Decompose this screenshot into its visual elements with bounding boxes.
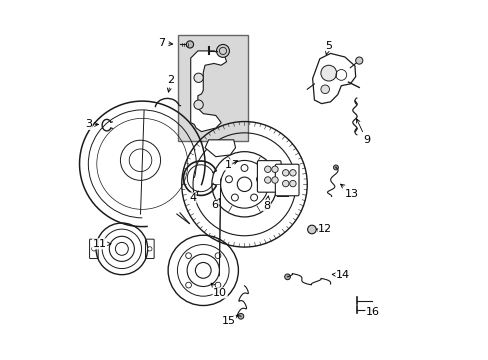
Text: 1: 1 [224, 160, 237, 170]
Circle shape [289, 180, 296, 187]
Text: 13: 13 [340, 184, 358, 199]
Circle shape [194, 100, 203, 109]
Text: 5: 5 [325, 41, 331, 54]
Text: 15: 15 [221, 315, 238, 325]
Polygon shape [312, 53, 355, 104]
Circle shape [282, 180, 288, 187]
Circle shape [241, 165, 247, 171]
Polygon shape [190, 51, 226, 132]
FancyBboxPatch shape [275, 164, 298, 196]
Circle shape [215, 282, 221, 288]
Text: 11: 11 [92, 239, 111, 249]
Circle shape [185, 253, 191, 258]
Circle shape [264, 177, 270, 183]
Circle shape [271, 177, 278, 183]
Circle shape [225, 176, 232, 183]
Circle shape [333, 165, 338, 170]
Circle shape [147, 247, 152, 251]
Circle shape [92, 247, 96, 251]
FancyBboxPatch shape [257, 161, 281, 192]
Circle shape [238, 314, 244, 319]
Circle shape [264, 166, 270, 172]
Circle shape [320, 65, 336, 81]
Circle shape [215, 253, 221, 258]
Circle shape [289, 170, 296, 176]
Text: 10: 10 [211, 283, 226, 298]
Polygon shape [204, 140, 235, 157]
Text: 12: 12 [316, 224, 331, 234]
Circle shape [194, 73, 203, 82]
Circle shape [282, 170, 288, 176]
Circle shape [216, 44, 229, 57]
Text: 8: 8 [263, 196, 270, 211]
Text: 2: 2 [167, 75, 174, 92]
Text: 4: 4 [188, 191, 198, 203]
Text: 14: 14 [331, 270, 349, 280]
Text: 9: 9 [356, 119, 369, 145]
FancyBboxPatch shape [145, 239, 154, 258]
Circle shape [231, 194, 238, 201]
FancyBboxPatch shape [178, 35, 247, 140]
Circle shape [250, 194, 257, 201]
Text: 16: 16 [365, 307, 379, 316]
Circle shape [256, 176, 263, 183]
Circle shape [185, 282, 191, 288]
Text: 7: 7 [158, 38, 172, 48]
Circle shape [284, 274, 290, 280]
Circle shape [355, 57, 362, 64]
Circle shape [307, 225, 316, 234]
Circle shape [186, 41, 193, 48]
Text: 6: 6 [211, 199, 219, 210]
Circle shape [271, 166, 278, 172]
Text: 3: 3 [85, 120, 98, 129]
FancyBboxPatch shape [89, 239, 98, 258]
Circle shape [320, 85, 329, 94]
